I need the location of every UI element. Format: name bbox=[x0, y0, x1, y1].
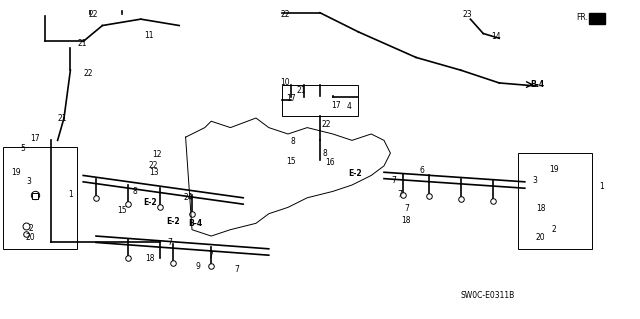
Text: 20: 20 bbox=[26, 233, 36, 242]
Text: E-2: E-2 bbox=[166, 217, 180, 226]
Text: 18: 18 bbox=[146, 254, 155, 263]
Text: 22: 22 bbox=[88, 10, 97, 19]
Text: 20: 20 bbox=[536, 233, 546, 242]
Text: 19: 19 bbox=[11, 168, 21, 177]
Text: 3: 3 bbox=[26, 177, 31, 186]
Text: 7: 7 bbox=[391, 176, 396, 185]
Bar bbox=[3, 147, 77, 249]
Text: 15: 15 bbox=[285, 157, 296, 166]
Text: 9: 9 bbox=[196, 262, 201, 271]
Text: 13: 13 bbox=[148, 168, 159, 177]
Text: 17: 17 bbox=[286, 94, 296, 103]
Bar bbox=[518, 153, 592, 249]
Text: 21: 21 bbox=[77, 39, 86, 48]
Text: 1: 1 bbox=[599, 182, 604, 191]
Text: 10: 10 bbox=[280, 78, 290, 87]
Text: 24: 24 bbox=[184, 193, 194, 202]
Text: 7: 7 bbox=[404, 204, 409, 213]
Text: 8: 8 bbox=[323, 149, 328, 158]
Text: 21: 21 bbox=[296, 86, 305, 95]
Text: 15: 15 bbox=[116, 206, 127, 215]
Text: E-2: E-2 bbox=[143, 198, 157, 207]
Text: 22: 22 bbox=[84, 69, 93, 78]
Text: 23: 23 bbox=[462, 10, 472, 19]
Text: 18: 18 bbox=[536, 204, 545, 213]
Text: 2: 2 bbox=[551, 225, 556, 234]
Text: 6: 6 bbox=[420, 166, 425, 175]
Text: 7: 7 bbox=[209, 251, 214, 260]
Text: 7: 7 bbox=[397, 190, 403, 199]
Polygon shape bbox=[589, 13, 605, 24]
Text: 22: 22 bbox=[149, 161, 158, 170]
Text: 14: 14 bbox=[491, 32, 501, 41]
Text: 7: 7 bbox=[234, 265, 239, 274]
Text: 19: 19 bbox=[548, 165, 559, 174]
Text: 1: 1 bbox=[68, 190, 73, 199]
Text: 16: 16 bbox=[324, 158, 335, 167]
Text: 18: 18 bbox=[402, 216, 411, 225]
Text: FR.: FR. bbox=[577, 13, 588, 22]
Text: 8: 8 bbox=[290, 137, 295, 146]
Text: E-2: E-2 bbox=[348, 169, 362, 178]
Text: 17: 17 bbox=[30, 134, 40, 143]
Text: 22: 22 bbox=[322, 120, 331, 129]
Text: 5: 5 bbox=[20, 144, 25, 153]
Text: 2: 2 bbox=[28, 224, 33, 233]
Text: 22: 22 bbox=[280, 10, 289, 19]
Text: 3: 3 bbox=[532, 176, 538, 185]
Text: B-4: B-4 bbox=[188, 219, 202, 228]
Text: 17: 17 bbox=[331, 101, 341, 110]
Text: 8: 8 bbox=[132, 187, 137, 196]
Text: B-4: B-4 bbox=[531, 80, 545, 89]
Text: 11: 11 bbox=[145, 31, 154, 40]
Bar bbox=[282, 85, 358, 116]
Text: SW0C-E0311B: SW0C-E0311B bbox=[461, 291, 515, 300]
Text: 4: 4 bbox=[346, 102, 351, 111]
Text: 7: 7 bbox=[167, 238, 172, 247]
Text: 21: 21 bbox=[58, 114, 67, 122]
Text: 12: 12 bbox=[152, 150, 161, 159]
